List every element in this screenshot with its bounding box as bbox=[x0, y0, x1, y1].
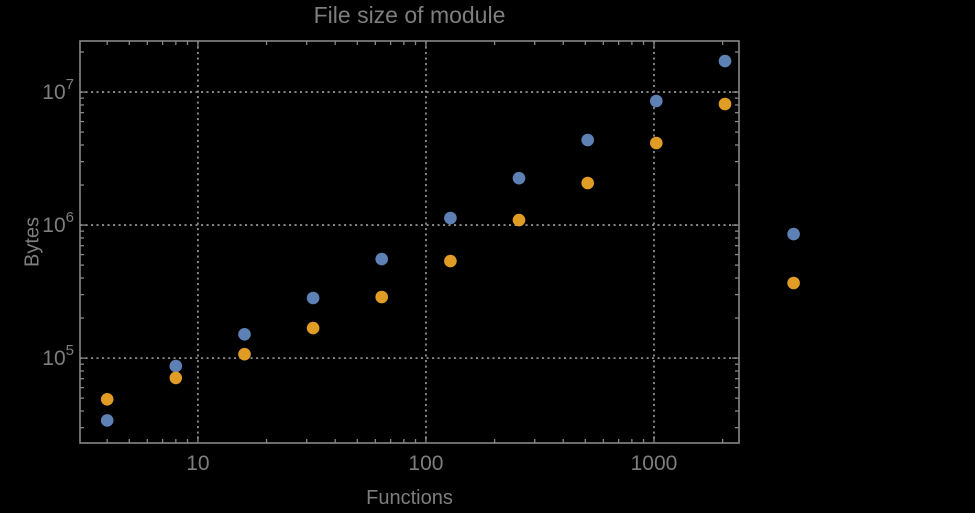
data-point bbox=[444, 254, 457, 268]
data-point bbox=[375, 290, 389, 304]
x-tick-label: 10 bbox=[186, 452, 209, 475]
data-point bbox=[787, 227, 800, 241]
blue-series-points bbox=[100, 54, 800, 427]
data-point bbox=[718, 54, 732, 68]
orange-series-points bbox=[100, 97, 800, 406]
gridlines bbox=[80, 41, 739, 443]
chart-title: File size of module bbox=[313, 2, 506, 28]
data-point bbox=[169, 359, 183, 373]
data-point bbox=[238, 347, 251, 361]
x-axis-label: Functions bbox=[366, 487, 453, 509]
data-point bbox=[650, 94, 663, 108]
data-point bbox=[787, 276, 800, 290]
data-point bbox=[718, 97, 732, 111]
data-point bbox=[650, 136, 663, 150]
frame-ticks bbox=[80, 41, 739, 443]
y-axis-label: Bytes bbox=[21, 216, 44, 268]
data-point bbox=[512, 171, 526, 185]
y-tick-label: 107 bbox=[42, 76, 74, 104]
data-point bbox=[169, 371, 183, 385]
data-point bbox=[238, 328, 251, 341]
y-tick-label: 106 bbox=[42, 209, 74, 237]
data-point bbox=[512, 213, 526, 227]
data-point bbox=[581, 133, 594, 147]
y-tick-labels: 105 106 107 bbox=[42, 76, 74, 370]
data-point bbox=[581, 176, 594, 190]
data-point bbox=[306, 321, 320, 335]
plot-frame bbox=[79, 40, 740, 444]
y-tick-label: 105 bbox=[42, 342, 74, 370]
data-point bbox=[444, 211, 457, 225]
x-tick-label: 100 bbox=[408, 452, 443, 475]
x-tick-label: 1000 bbox=[631, 452, 678, 475]
data-point bbox=[100, 393, 114, 406]
data-point bbox=[306, 291, 320, 305]
data-point bbox=[100, 414, 114, 427]
x-tick-labels: 10 100 1000 bbox=[186, 452, 677, 475]
data-point bbox=[375, 252, 389, 266]
